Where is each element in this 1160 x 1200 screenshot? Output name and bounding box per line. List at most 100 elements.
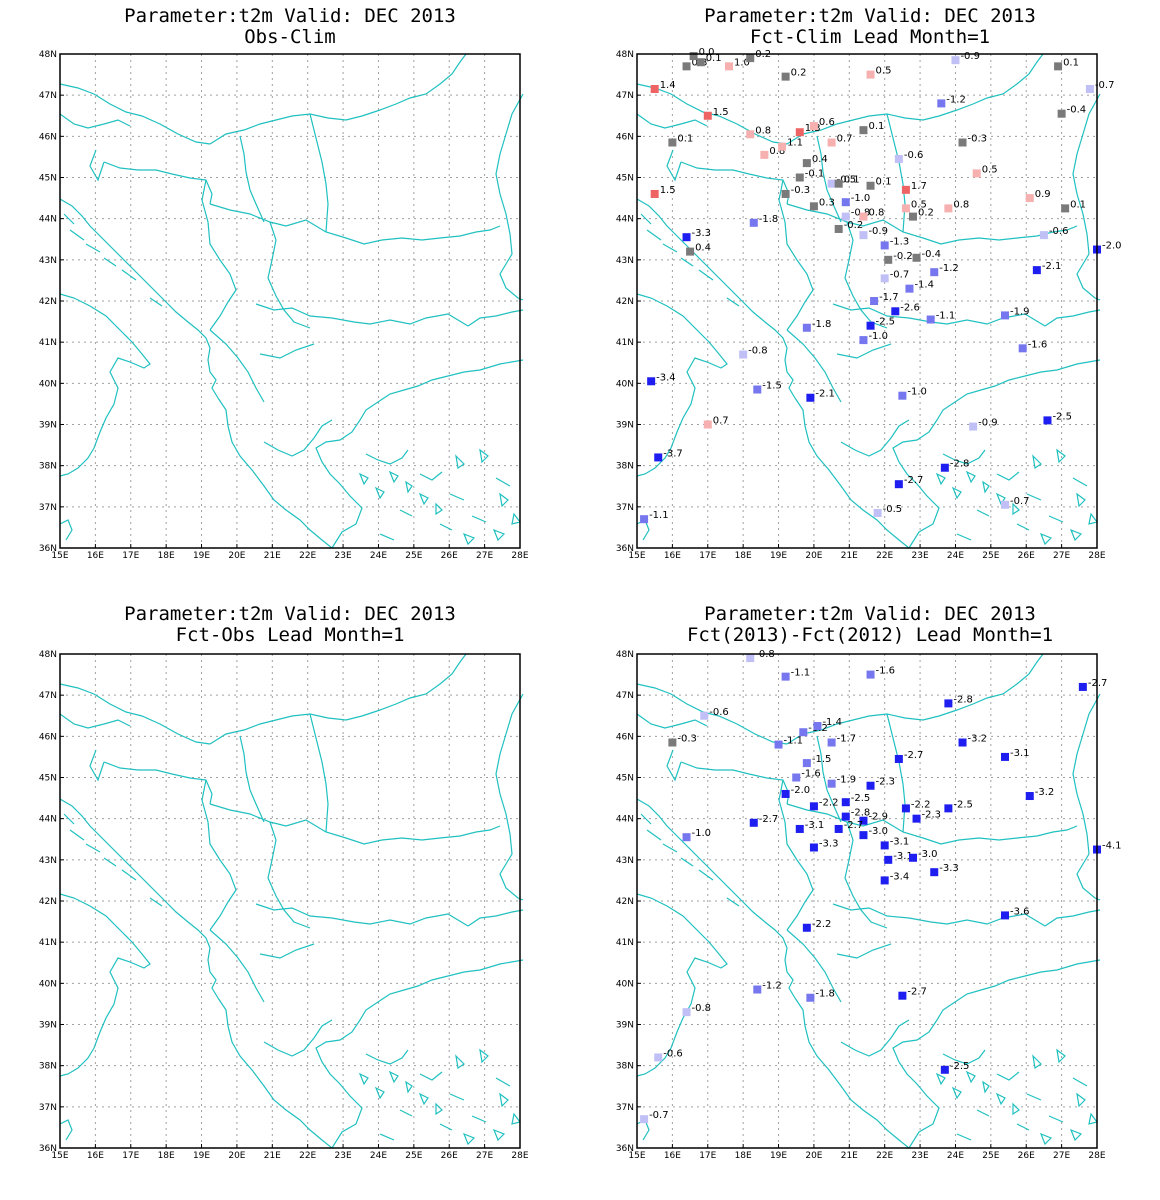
station-value-label: -1.3: [890, 236, 910, 247]
title-line-1: Parameter:t2m Valid: DEC 2013: [124, 5, 456, 27]
station-marker: [1043, 416, 1052, 425]
lat-tick-label: 44N: [616, 815, 634, 825]
station-marker: [654, 1053, 663, 1062]
lon-tick-label: 23E: [912, 1151, 929, 1161]
station-value-label: -2.0: [1102, 241, 1122, 252]
panel-title-fct-diff: Parameter:t2m Valid: DEC 2013 Fct(2013)-…: [580, 604, 1160, 646]
station-value-label: -1.1: [649, 510, 669, 521]
station-marker: [795, 173, 804, 182]
station-marker: [802, 923, 811, 932]
station-value-label: -2.5: [1052, 411, 1072, 422]
station-value-label: -3.1: [893, 851, 913, 862]
lon-tick-label: 22E: [299, 1151, 316, 1161]
station-marker: [937, 99, 946, 108]
station-value-label: -1.6: [876, 666, 896, 677]
station-value-label: 0.1: [1070, 199, 1086, 210]
station-marker: [650, 189, 659, 198]
station-value-label: -1.6: [801, 769, 821, 780]
station-value-label: -3.2: [1035, 787, 1055, 798]
station-marker: [866, 321, 875, 330]
station-marker: [799, 728, 808, 737]
station-marker: [682, 833, 691, 842]
map-frame: [59, 53, 521, 549]
station-marker: [703, 111, 712, 120]
station-marker: [806, 993, 815, 1002]
station-marker: [1001, 500, 1009, 509]
lon-tick-label: 17E: [699, 1151, 716, 1161]
station-marker: [901, 804, 910, 813]
lon-tick-label: 19E: [193, 1151, 210, 1161]
station-value-label: 1.1: [787, 138, 803, 149]
station-value-label: 1.5: [660, 185, 676, 196]
station-value-label: 0.4: [812, 154, 828, 165]
lat-tick-label: 36N: [616, 544, 634, 554]
station-marker: [940, 1065, 949, 1074]
lat-tick-label: 42N: [616, 897, 634, 907]
station-marker: [809, 202, 818, 211]
station-value-label: 0.8: [755, 125, 771, 136]
station-marker: [884, 255, 893, 264]
station-value-label: -0.7: [649, 1110, 669, 1121]
station-marker: [898, 391, 907, 400]
lon-tick-label: 19E: [193, 551, 210, 561]
station-value-label: -0.4: [1067, 105, 1087, 116]
lon-tick-label: 27E: [1053, 1151, 1070, 1161]
station-value-label: -3.1: [890, 836, 910, 847]
panel-title-fct-clim: Parameter:t2m Valid: DEC 2013 Fct-Clim L…: [580, 6, 1160, 48]
station-value-label: -1.1: [936, 311, 956, 322]
station-value-label: -0.2: [893, 251, 913, 262]
station-marker: [795, 128, 804, 137]
station-marker: [834, 179, 843, 188]
lat-tick-label: 42N: [616, 297, 634, 307]
lon-tick-label: 18E: [735, 551, 752, 561]
station-marker: [827, 138, 836, 147]
station-value-label: -0.7: [890, 269, 910, 280]
station-value-label: -2.6: [900, 302, 920, 313]
station-value-label: 0.2: [791, 68, 807, 79]
title-line-1: Parameter:t2m Valid: DEC 2013: [704, 603, 1036, 625]
station-value-label: -3.0: [918, 849, 938, 860]
station-marker: [951, 56, 960, 65]
station-value-label: 0.8: [953, 199, 969, 210]
lat-tick-label: 41N: [39, 938, 57, 948]
lon-tick-label: 22E: [299, 551, 316, 561]
lon-tick-label: 26E: [1018, 551, 1035, 561]
station-value-label: -0.6: [1049, 226, 1069, 237]
lon-tick-label: 27E: [476, 1151, 493, 1161]
station-marker: [940, 463, 949, 472]
lon-tick-label: 22E: [876, 551, 893, 561]
station-marker: [647, 377, 656, 386]
station-marker: [894, 480, 903, 489]
station-marker: [859, 816, 868, 825]
station-value-label: 0.9: [1035, 189, 1051, 200]
lon-tick-label: 18E: [158, 551, 175, 561]
station-value-label: -3.3: [939, 863, 959, 874]
lat-tick-label: 44N: [616, 215, 634, 225]
station-marker: [909, 853, 917, 862]
station-value-label: 0.6: [819, 117, 835, 128]
station-value-label: -1.2: [762, 981, 782, 992]
lon-tick-label: 20E: [228, 1151, 245, 1161]
station-marker: [841, 212, 850, 221]
lon-tick-label: 28E: [1088, 1151, 1105, 1161]
lon-tick-label: 25E: [982, 551, 999, 561]
lat-tick-label: 44N: [39, 815, 57, 825]
map-panel: 15E 16E 17E 18E 19E 20E 21E 22E 23E 24E 25E 26E 27E 2…: [616, 649, 1122, 1161]
lat-tick-label: 38N: [616, 462, 634, 472]
station-value-label: -1.7: [879, 292, 899, 303]
lon-tick-label: 18E: [158, 1151, 175, 1161]
lat-tick-label: 36N: [39, 1144, 57, 1154]
station-marker: [668, 138, 677, 147]
lat-tick-label: 48N: [39, 50, 57, 60]
station-value-label: -0.6: [904, 150, 924, 161]
lat-tick-label: 41N: [39, 338, 57, 348]
station-marker: [944, 804, 953, 813]
lat-tick-label: 45N: [616, 774, 634, 784]
station-value-label: -0.4: [922, 249, 942, 260]
station-marker: [739, 350, 748, 359]
station-value-label: -1.5: [812, 754, 832, 765]
station-value-label: -1.2: [946, 94, 966, 105]
station-value-label: 0.1: [677, 134, 693, 145]
station-marker: [972, 169, 981, 178]
station-value-label: -2.2: [819, 797, 839, 808]
